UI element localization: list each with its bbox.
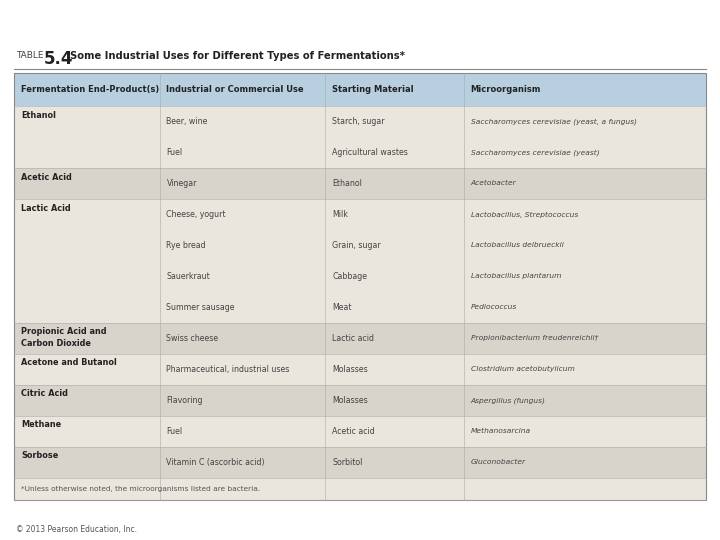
- Bar: [14, 416, 706, 447]
- Text: Clostridium acetobutylicum: Clostridium acetobutylicum: [471, 366, 575, 373]
- Text: Sorbitol: Sorbitol: [333, 458, 363, 467]
- Text: Acetobacter: Acetobacter: [471, 180, 516, 186]
- Text: Aspergillus (fungus): Aspergillus (fungus): [471, 397, 546, 403]
- Text: Cabbage: Cabbage: [333, 272, 367, 281]
- Text: Cheese, yogurt: Cheese, yogurt: [166, 210, 226, 219]
- Text: Milk: Milk: [333, 210, 348, 219]
- Text: Acetic Acid: Acetic Acid: [22, 173, 72, 181]
- Text: Industrial or Commercial Use: Industrial or Commercial Use: [166, 85, 304, 94]
- Text: Grain, sugar: Grain, sugar: [333, 241, 381, 250]
- Text: Lactic acid: Lactic acid: [333, 334, 374, 343]
- Text: Table 5.4 Some Industrial Uses for Different Types of Fermentations*: Table 5.4 Some Industrial Uses for Diffe…: [9, 13, 526, 26]
- Text: Starting Material: Starting Material: [333, 85, 414, 94]
- Text: Summer sausage: Summer sausage: [166, 303, 235, 312]
- Text: Citric Acid: Citric Acid: [22, 389, 68, 399]
- Text: © 2013 Pearson Education, Inc.: © 2013 Pearson Education, Inc.: [16, 524, 137, 534]
- Text: Swiss cheese: Swiss cheese: [166, 334, 219, 343]
- Text: Agricultural wastes: Agricultural wastes: [333, 148, 408, 157]
- Text: Flavoring: Flavoring: [166, 396, 203, 405]
- Bar: [14, 323, 706, 354]
- Text: TABLE: TABLE: [16, 51, 43, 59]
- Text: Ethanol: Ethanol: [22, 111, 56, 120]
- Text: Rye bread: Rye bread: [166, 241, 206, 250]
- Text: Pediococcus: Pediococcus: [471, 305, 517, 310]
- Text: Meat: Meat: [333, 303, 352, 312]
- Text: Fuel: Fuel: [166, 427, 183, 436]
- Text: Propionibacterium freudenreichii†: Propionibacterium freudenreichii†: [471, 335, 598, 341]
- Text: Ethanol: Ethanol: [333, 179, 362, 188]
- Text: Acetone and Butanol: Acetone and Butanol: [22, 359, 117, 367]
- Bar: [14, 385, 706, 416]
- Text: Lactobacillus plantarum: Lactobacillus plantarum: [471, 273, 561, 280]
- Bar: [14, 106, 706, 168]
- Text: Vinegar: Vinegar: [166, 179, 197, 188]
- Bar: [14, 168, 706, 199]
- Text: Fermentation End-Product(s): Fermentation End-Product(s): [22, 85, 160, 94]
- Text: Methanosarcina: Methanosarcina: [471, 428, 531, 434]
- Text: Molasses: Molasses: [333, 365, 368, 374]
- Text: Some Industrial Uses for Different Types of Fermentations*: Some Industrial Uses for Different Types…: [70, 51, 405, 60]
- Text: Starch, sugar: Starch, sugar: [333, 117, 385, 126]
- Text: Sorbose: Sorbose: [22, 451, 58, 461]
- Text: Lactobacillus delbrueckii: Lactobacillus delbrueckii: [471, 242, 564, 248]
- Text: Methane: Methane: [22, 421, 61, 429]
- Text: Beer, wine: Beer, wine: [166, 117, 208, 126]
- Text: Microorganism: Microorganism: [471, 85, 541, 94]
- Text: Saccharomyces cerevisiae (yeast, a fungus): Saccharomyces cerevisiae (yeast, a fungu…: [471, 118, 636, 125]
- Text: Propionic Acid and
Carbon Dioxide: Propionic Acid and Carbon Dioxide: [22, 327, 107, 348]
- Bar: [14, 478, 706, 500]
- Bar: [14, 199, 706, 323]
- Text: Acetic acid: Acetic acid: [333, 427, 375, 436]
- Text: Molasses: Molasses: [333, 396, 368, 405]
- Text: Gluconobacter: Gluconobacter: [471, 459, 526, 465]
- Text: Fuel: Fuel: [166, 148, 183, 157]
- Text: Sauerkraut: Sauerkraut: [166, 272, 210, 281]
- Text: Saccharomyces cerevisiae (yeast): Saccharomyces cerevisiae (yeast): [471, 149, 599, 156]
- Text: 5.4: 5.4: [43, 50, 73, 68]
- Bar: [14, 354, 706, 385]
- Bar: [14, 73, 706, 106]
- Text: Lactobacillus, Streptococcus: Lactobacillus, Streptococcus: [471, 212, 578, 218]
- Text: *Unless otherwise noted, the microorganisms listed are bacteria.: *Unless otherwise noted, the microorgani…: [22, 486, 261, 492]
- Bar: [14, 447, 706, 478]
- Text: Vitamin C (ascorbic acid): Vitamin C (ascorbic acid): [166, 458, 265, 467]
- Text: Pharmaceutical, industrial uses: Pharmaceutical, industrial uses: [166, 365, 290, 374]
- Text: Lactic Acid: Lactic Acid: [22, 204, 71, 213]
